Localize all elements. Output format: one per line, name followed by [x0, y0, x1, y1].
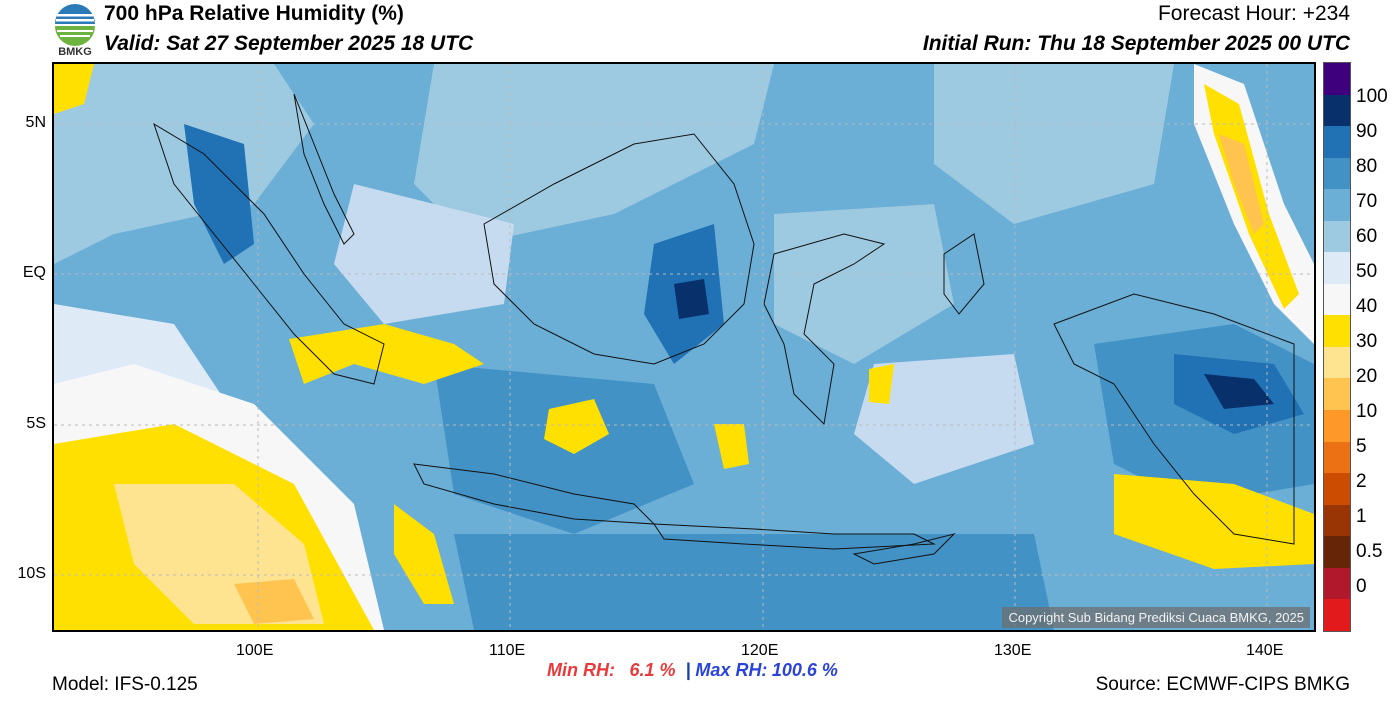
colorbar-segment	[1324, 599, 1350, 631]
lat-label-5s: 5S	[26, 415, 46, 432]
lon-label-100e: 100E	[236, 642, 274, 659]
malay-peninsula-coast	[293, 93, 355, 245]
colorbar-label: 0	[1356, 576, 1367, 597]
colorbar-label: 0.5	[1356, 541, 1383, 562]
humidity-field	[54, 64, 1314, 630]
model-label: Model: IFS-0.125	[52, 674, 198, 695]
min-rh-value: 6.1 %	[629, 660, 676, 680]
bmkg-logo-icon	[55, 4, 95, 46]
colorbar-label: 100	[1356, 86, 1388, 107]
rh-stats: Min RH: 6.1 % | Max RH: 100.6 %	[547, 660, 838, 681]
forecast-hour: Forecast Hour: +234	[1157, 2, 1350, 25]
borneo-coast	[483, 133, 755, 365]
colorbar-label: 60	[1356, 226, 1378, 247]
colorbar-segment	[1324, 126, 1350, 158]
lon-label-120e: 120E	[741, 642, 779, 659]
graticule	[54, 64, 1314, 630]
max-rh-value: 100.6 %	[771, 660, 838, 680]
colorbar-segment	[1324, 410, 1350, 442]
colorbar-label: 1	[1356, 506, 1367, 527]
colorbar-label: 5	[1356, 436, 1367, 457]
colorbar-segment	[1324, 473, 1350, 505]
stats-separator: |	[685, 660, 691, 680]
sumatra-coast	[153, 122, 385, 385]
min-rh-label: Min RH:	[547, 660, 615, 680]
dry-patches	[54, 64, 1314, 630]
colorbar-label: 20	[1356, 366, 1378, 387]
colorbar-label: 80	[1356, 156, 1378, 177]
colorbar-segment	[1324, 283, 1350, 316]
colorbar-segment	[1324, 441, 1350, 474]
colorbar-segment	[1324, 378, 1350, 411]
lat-label-eq: EQ	[22, 264, 46, 281]
colorbar	[1323, 62, 1351, 632]
halmahera-coast	[943, 233, 985, 315]
colorbar-segment	[1324, 536, 1350, 568]
valid-time: Valid: Sat 27 September 2025 18 UTC	[104, 32, 474, 55]
colorbar-segment	[1324, 346, 1350, 379]
colorbar-segment	[1324, 567, 1350, 600]
colorbar-segment	[1324, 157, 1350, 190]
colorbar-segment	[1324, 220, 1350, 253]
colorbar-segment	[1324, 252, 1350, 284]
sulawesi-coast	[763, 233, 886, 426]
colorbar-segment	[1324, 189, 1350, 221]
chart-title: 700 hPa Relative Humidity (%)	[104, 2, 404, 25]
colorbar-segment	[1324, 94, 1350, 127]
timor-coast	[852, 533, 956, 565]
lon-label-110e: 110E	[489, 642, 526, 659]
humidity-map: Copyright Sub Bidang Prediksi Cuaca BMKG…	[52, 62, 1316, 632]
colorbar-label: 70	[1356, 191, 1378, 212]
copyright-notice: Copyright Sub Bidang Prediksi Cuaca BMKG…	[1002, 607, 1310, 628]
source-label: Source: ECMWF-CIPS BMKG	[1095, 674, 1350, 695]
colorbar-segment	[1324, 504, 1350, 537]
lon-label-140e: 140E	[1246, 642, 1284, 659]
coastlines	[153, 93, 1295, 565]
lat-label-10s: 10S	[17, 565, 46, 582]
max-rh-label: Max RH:	[695, 660, 768, 680]
colorbar-label: 40	[1356, 296, 1378, 317]
colorbar-segment	[1324, 63, 1350, 95]
colorbar-label: 90	[1356, 121, 1378, 142]
colorbar-label: 50	[1356, 261, 1378, 282]
very-moist-patches	[184, 124, 1304, 434]
bmkg-logo: BMKG	[52, 2, 98, 60]
papua-coast	[1053, 293, 1295, 545]
nusa-tenggara-coast	[653, 523, 936, 550]
colorbar-label: 30	[1356, 331, 1378, 352]
lat-label-5n: 5N	[25, 114, 46, 131]
colorbar-label: 10	[1356, 401, 1378, 422]
lon-label-130e: 130E	[994, 642, 1032, 659]
logo-label: BMKG	[58, 46, 92, 58]
colorbar-segment	[1324, 315, 1350, 347]
initial-run: Initial Run: Thu 18 September 2025 00 UT…	[922, 32, 1350, 55]
colorbar-label: 2	[1356, 471, 1367, 492]
